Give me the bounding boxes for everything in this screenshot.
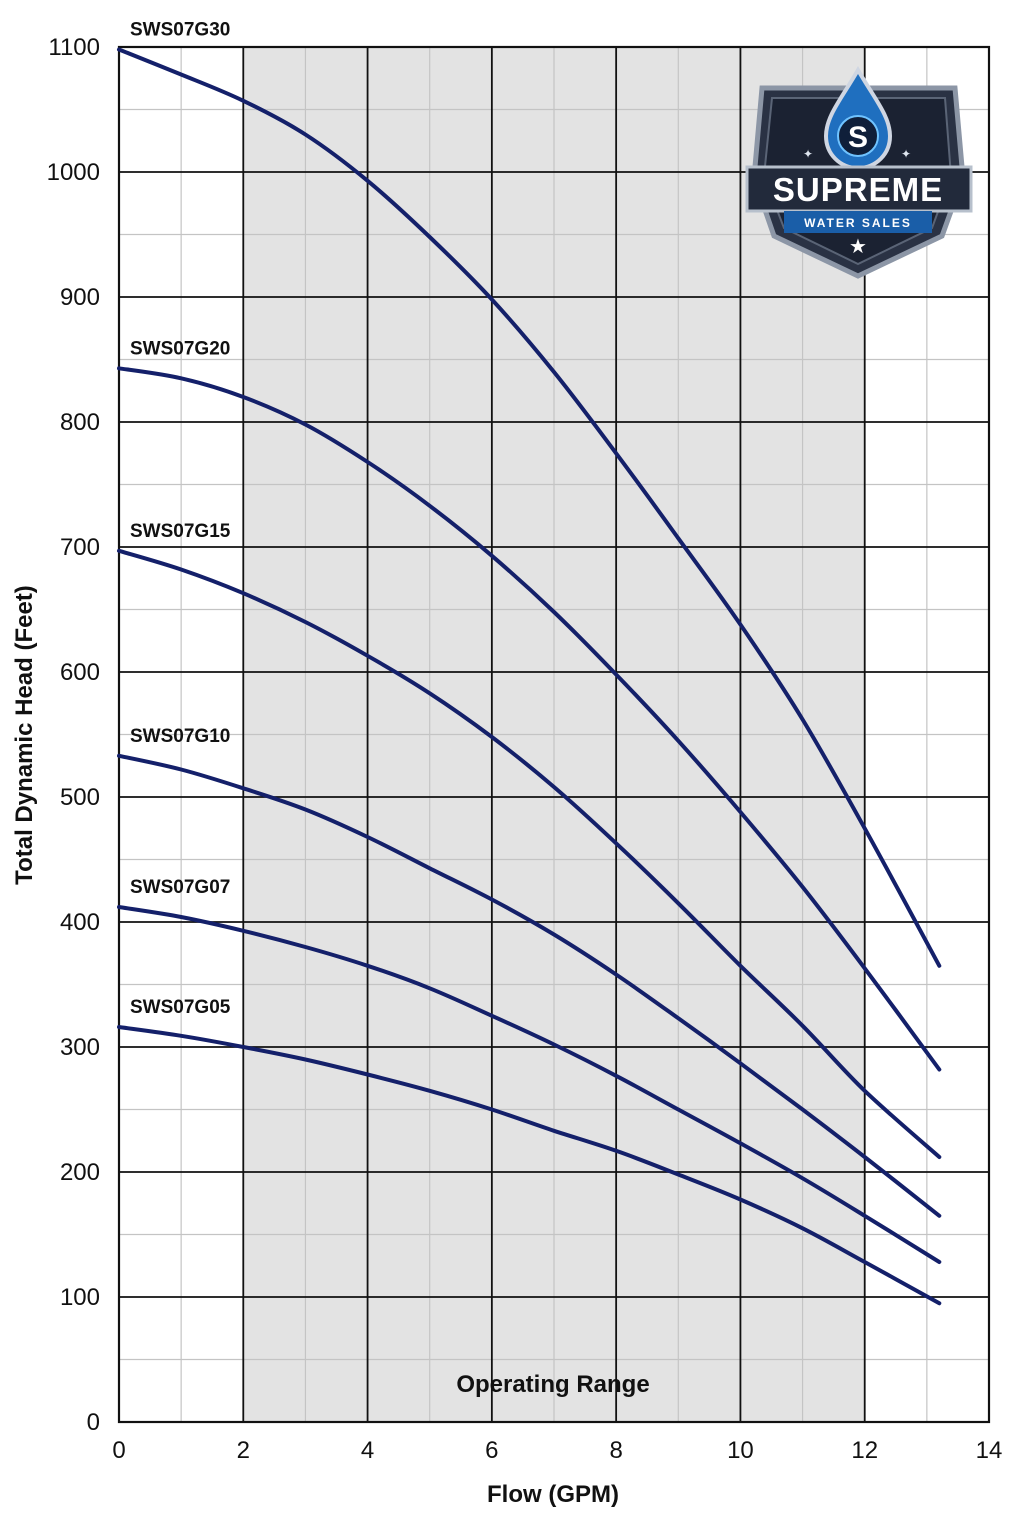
- y-tick-label: 1000: [47, 159, 100, 186]
- x-axis-title: Flow (GPM): [487, 1481, 619, 1508]
- series-label-sws07g30: SWS07G30: [130, 20, 230, 41]
- y-tick-label: 1100: [48, 34, 100, 61]
- axis-ticks: 0 2 4 6 8 10 12 14 0 100 200 300 400 500 600 700 800 900 1…: [47, 34, 1003, 1464]
- series-label-sws07g20: SWS07G20: [130, 338, 230, 359]
- star-icon: ★: [849, 236, 867, 258]
- plot-frame: [117, 45, 991, 1424]
- series-label-sws07g05: SWS07G05: [130, 997, 231, 1018]
- series-label-sws07g07: SWS07G07: [130, 877, 230, 898]
- pump-curves: [117, 47, 942, 1306]
- pump-curve-sws07g30: [117, 47, 942, 968]
- y-tick-label: 900: [60, 284, 100, 311]
- x-tick-label: 0: [112, 1437, 125, 1464]
- operating-range-label: Operating Range: [456, 1371, 649, 1398]
- y-tick-label: 600: [60, 659, 100, 686]
- y-tick-label: 500: [60, 784, 100, 811]
- y-axis-title: Total Dynamic Head (Feet): [11, 585, 38, 885]
- pump-curve-sws07g07: [117, 905, 942, 1264]
- logo-monogram: S: [848, 121, 868, 154]
- y-tick-label: 0: [87, 1409, 100, 1436]
- x-tick-label: 6: [485, 1437, 498, 1464]
- logo-name: SUPREME: [773, 171, 943, 208]
- x-tick-label: 10: [727, 1437, 754, 1464]
- series-label-sws07g10: SWS07G10: [130, 726, 230, 747]
- pump-curve-sws07g20: [117, 366, 942, 1072]
- y-tick-label: 300: [60, 1034, 100, 1061]
- sparkle-icon: ✦: [803, 147, 813, 161]
- x-tick-label: 12: [851, 1437, 878, 1464]
- pump-curve-sws07g10: [117, 753, 942, 1218]
- x-tick-label: 2: [237, 1437, 250, 1464]
- pump-curve-sws07g05: [117, 1025, 942, 1306]
- y-tick-label: 800: [60, 409, 100, 436]
- pump-curve-sws07g15: [117, 548, 942, 1159]
- company-logo: S SUPREME WATER SALES ★ ✦ ✦: [745, 65, 973, 279]
- y-tick-label: 400: [60, 909, 100, 936]
- y-tick-label: 100: [60, 1284, 100, 1311]
- logo-tagline: WATER SALES: [804, 216, 912, 230]
- series-labels: SWS07G30 SWS07G20 SWS07G15 SWS07G10 SWS07G07…: [130, 20, 231, 1019]
- y-tick-label: 700: [60, 534, 100, 561]
- series-label-sws07g15: SWS07G15: [130, 521, 231, 542]
- y-tick-label: 200: [60, 1159, 100, 1186]
- x-tick-label: 8: [609, 1437, 622, 1464]
- x-tick-label: 14: [976, 1437, 1003, 1464]
- sparkle-icon: ✦: [901, 147, 911, 161]
- water-drop-icon: S: [823, 65, 893, 171]
- x-tick-label: 4: [361, 1437, 374, 1464]
